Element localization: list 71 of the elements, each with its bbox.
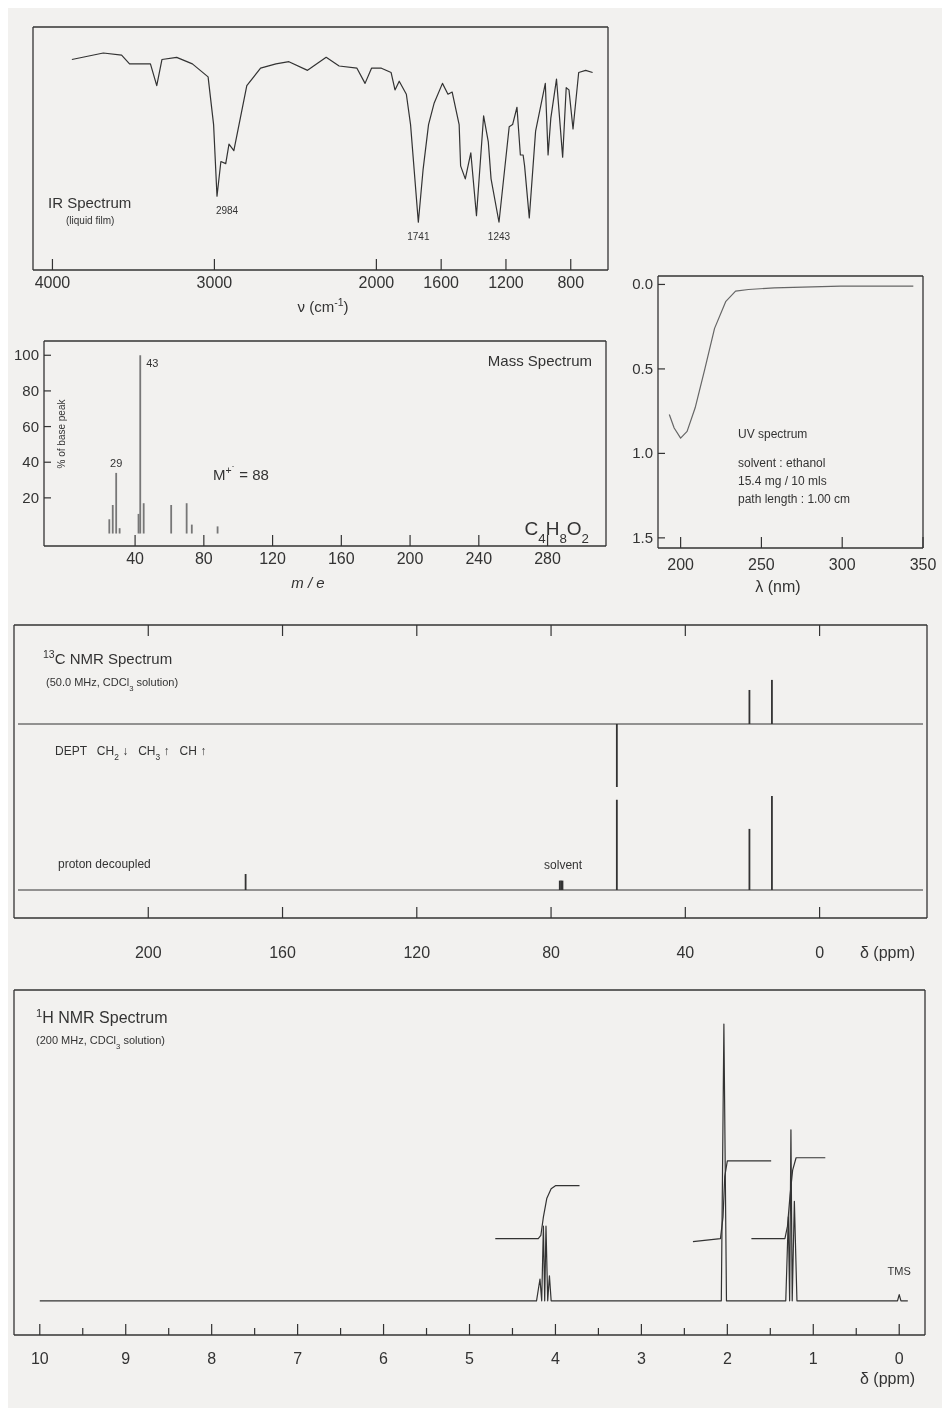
- annotation: solvent: [544, 857, 583, 872]
- x-tick-label: 80: [542, 944, 561, 961]
- text: IR Spectrum: [48, 194, 132, 211]
- text: (liquid film): [66, 215, 115, 226]
- x-tick-label: 1200: [488, 274, 524, 291]
- x-axis-title: λ (nm): [755, 578, 801, 595]
- x-tick-label: 1600: [423, 274, 460, 291]
- y-tick-label: 0.0: [632, 275, 653, 293]
- x-axis-title: m / e: [291, 574, 325, 591]
- x-tick-label: 3: [636, 1350, 646, 1367]
- x-tick-label: 2: [722, 1350, 732, 1367]
- x-tick-label: 9: [121, 1350, 131, 1367]
- x-tick-label: 2000: [358, 274, 395, 291]
- x-tick-label: 120: [403, 944, 431, 961]
- x-tick-label: 6: [379, 1350, 389, 1367]
- x-tick-label: 160: [269, 944, 296, 961]
- text: UV spectrum: [738, 427, 808, 441]
- x-tick-label: 1: [808, 1350, 818, 1367]
- annotation: 2984: [215, 205, 239, 217]
- x-axis-title: ν (cm$^{-1}$): [297, 296, 349, 315]
- x-tick-label: 300: [828, 556, 856, 573]
- annotation: 43: [146, 357, 159, 370]
- annotation: M$^{+˙}$ = 88: [213, 464, 269, 483]
- x-tick-label: 800: [557, 274, 585, 291]
- annotation: solvent : ethanol: [738, 456, 826, 470]
- x-tick-label: 280: [534, 550, 562, 567]
- chart-subtitle: (50.0 MHz, CDCl$_{3}$ solution): [46, 676, 179, 693]
- x-tick-label: 350: [909, 556, 937, 573]
- y-axis-title: % of base peak: [56, 398, 67, 469]
- x-tick-label: 7: [293, 1350, 303, 1367]
- annotation: TMS: [887, 1264, 911, 1277]
- y-tick-label: 1.0: [632, 444, 653, 462]
- chart-title: $^{1}$H NMR Spectrum: [36, 1007, 168, 1026]
- x-tick-label: 8: [207, 1350, 217, 1367]
- x-tick-label: 3000: [196, 274, 233, 291]
- x-tick-label: 200: [396, 550, 424, 567]
- x-tick-label: 200: [134, 944, 162, 961]
- annotation: 1741: [407, 231, 430, 243]
- x-tick-label: 160: [327, 550, 355, 567]
- x-tick-label: 120: [259, 550, 287, 567]
- x-tick-label: 4000: [34, 274, 71, 291]
- x-tick-label: 40: [676, 944, 695, 961]
- y-tick-label: 1.5: [632, 528, 653, 546]
- x-tick-label: 250: [748, 556, 775, 573]
- x-tick-label: 240: [465, 550, 493, 567]
- y-tick-label: 0.5: [632, 359, 653, 377]
- annotation: path length : 1.00 cm: [738, 492, 851, 506]
- annotation: C$_{4}$H$_{8}$O$_{2}$: [524, 518, 589, 546]
- text: (200 MHz, CDCl$_{3}$ solution): [36, 1034, 165, 1051]
- x-tick-label: 40: [126, 550, 145, 567]
- text: Mass Spectrum: [487, 352, 592, 369]
- y-tick-label: 80: [22, 381, 39, 399]
- annotation: proton decoupled: [58, 857, 151, 871]
- x-tick-label: 5: [465, 1350, 475, 1367]
- chart-title: $^{13}$C NMR Spectrum: [43, 648, 173, 667]
- x-tick-label: 0: [815, 944, 825, 961]
- annotation: 29: [110, 456, 123, 469]
- y-tick-label: 60: [22, 417, 39, 435]
- x-axis-title: δ (ppm): [860, 1370, 916, 1387]
- annotation: 1243: [487, 231, 511, 243]
- x-axis-title: δ (ppm): [860, 944, 916, 961]
- x-tick-label: 80: [194, 550, 213, 567]
- x-tick-label: 200: [667, 556, 695, 573]
- y-tick-label: 100: [13, 346, 39, 364]
- x-tick-label: 4: [550, 1350, 560, 1367]
- x-tick-label: 10: [30, 1350, 49, 1367]
- y-tick-label: 20: [22, 488, 39, 506]
- y-tick-label: 40: [22, 453, 39, 471]
- annotation: 15.4 mg / 10 mls: [738, 474, 827, 488]
- x-tick-label: 0: [894, 1350, 904, 1367]
- annotation: DEPT CH$_{2}$ ↓ CH$_{3}$ ↑ CH ↑: [55, 744, 207, 762]
